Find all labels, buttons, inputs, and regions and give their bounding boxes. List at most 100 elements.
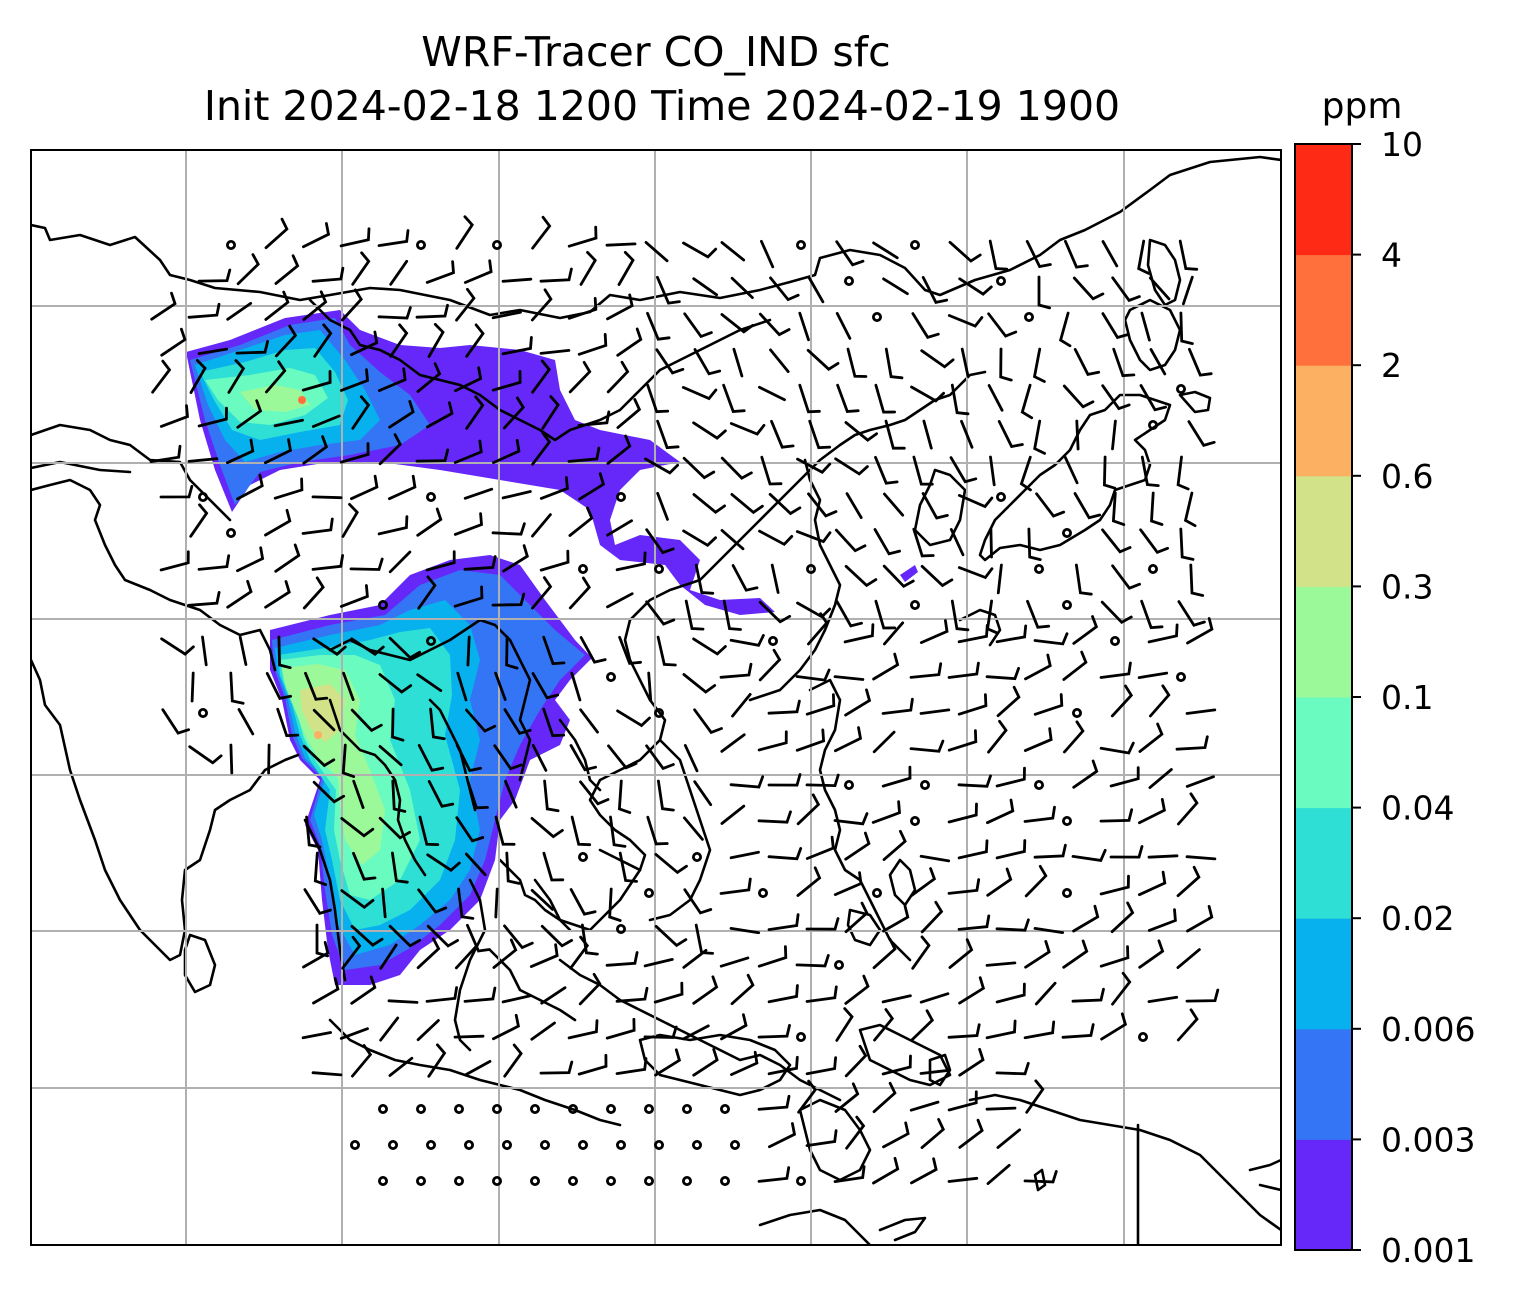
calm-wind-marker xyxy=(578,1140,589,1151)
calm-wind-marker xyxy=(1138,1032,1149,1043)
wind-barb xyxy=(844,421,878,442)
wind-barb xyxy=(657,779,675,812)
wind-barb xyxy=(605,242,637,247)
wind-barb xyxy=(693,708,723,735)
colorbar-tick-label: 0.3 xyxy=(1381,567,1433,606)
wind-barb xyxy=(692,277,718,297)
wind-barb xyxy=(161,708,190,735)
wind-barb xyxy=(1176,455,1190,491)
wind-barb xyxy=(416,937,441,970)
wind-barb xyxy=(757,730,788,752)
wind-barb xyxy=(352,851,377,881)
wind-barb xyxy=(682,1024,710,1041)
wind-barb xyxy=(378,816,411,840)
wind-barb xyxy=(501,490,532,500)
wind-barb xyxy=(616,327,643,357)
calm-wind-marker xyxy=(425,1140,436,1151)
wind-barb xyxy=(1185,988,1220,1003)
calm-wind-marker xyxy=(415,239,426,250)
wind-barb xyxy=(416,507,443,537)
wind-barb xyxy=(277,635,292,670)
wind-barb xyxy=(722,383,746,413)
wind-barb xyxy=(455,744,482,773)
wind-barb xyxy=(796,457,832,474)
wind-barb xyxy=(190,671,195,703)
wind-barb xyxy=(760,239,775,269)
colorbar-cell xyxy=(1295,918,1352,1030)
colorbar: ppm 0.001 0.003 0.006 0.02 0.04 0.1 0.3 0.6 2 4 10 xyxy=(1294,86,1475,1270)
wind-barb xyxy=(493,744,523,771)
wind-barb xyxy=(731,693,752,718)
wind-barb xyxy=(645,528,675,555)
wind-barb xyxy=(464,852,487,877)
wind-barb xyxy=(453,439,483,464)
wind-barb xyxy=(313,851,327,886)
wind-barb xyxy=(1033,693,1064,716)
wind-barb xyxy=(835,240,865,267)
wind-barb xyxy=(1138,870,1167,897)
wind-barb xyxy=(1023,805,1056,823)
wind-barb xyxy=(987,384,1004,412)
wind-barb xyxy=(795,530,832,544)
wind-barb xyxy=(731,564,759,592)
calm-wind-marker xyxy=(197,491,208,502)
wind-barb xyxy=(1147,623,1179,644)
wind-barb xyxy=(542,707,566,738)
wind-barb xyxy=(606,360,630,394)
wind-barb xyxy=(985,1019,1017,1040)
wind-barb xyxy=(958,1047,985,1077)
wind-barb xyxy=(846,347,868,378)
wind-barb xyxy=(920,1118,946,1149)
wind-barb xyxy=(682,949,708,969)
wind-barb xyxy=(795,728,826,752)
colorbar-tick-label: 0.006 xyxy=(1381,1010,1475,1049)
colorbar-tick-label: 0.02 xyxy=(1381,899,1454,938)
wind-barb xyxy=(872,937,897,970)
wind-barb xyxy=(757,1024,791,1039)
wind-barb xyxy=(606,592,634,609)
wind-barb xyxy=(340,889,375,909)
wind-barb xyxy=(1186,905,1214,933)
calm-wind-marker xyxy=(1062,888,1073,899)
wind-barb xyxy=(720,241,746,262)
wind-barb xyxy=(645,744,675,771)
wind-barb xyxy=(805,693,836,716)
wind-barb xyxy=(427,323,445,358)
wind-barb xyxy=(729,634,765,647)
wind-barb xyxy=(729,927,761,935)
wind-barb xyxy=(615,986,649,1003)
wind-barb xyxy=(570,671,582,702)
wind-barb xyxy=(238,635,248,666)
plume-small-patch xyxy=(900,565,918,582)
calm-wind-marker xyxy=(682,1104,693,1115)
wind-barb xyxy=(339,442,370,464)
wind-barb xyxy=(340,817,375,838)
wind-barb xyxy=(655,348,685,375)
wind-barb xyxy=(985,666,1020,681)
wind-barb xyxy=(388,400,415,429)
wind-barb xyxy=(504,779,518,809)
wind-barb xyxy=(388,474,417,501)
wind-barb xyxy=(539,349,571,355)
wind-barb xyxy=(302,744,336,768)
wind-barb xyxy=(692,421,727,440)
wind-barb xyxy=(757,810,792,824)
calm-wind-marker xyxy=(1062,816,1073,827)
wind-barb xyxy=(351,1044,373,1078)
wind-barb xyxy=(311,266,345,283)
wind-barb xyxy=(1177,792,1199,826)
wind-barb xyxy=(615,551,647,572)
wind-barb xyxy=(872,730,896,754)
wind-barb xyxy=(1179,311,1194,345)
calm-wind-marker xyxy=(844,275,855,286)
wind-barb xyxy=(720,733,746,753)
wind-barb xyxy=(1102,455,1117,490)
wind-barb xyxy=(884,347,904,380)
wind-barb xyxy=(960,419,974,449)
wind-barb xyxy=(236,546,265,573)
wind-barb xyxy=(844,974,870,1005)
wind-barb xyxy=(1185,855,1217,861)
wind-barb xyxy=(1099,874,1130,896)
wind-barb xyxy=(605,1017,636,1040)
wind-barb xyxy=(466,635,471,667)
